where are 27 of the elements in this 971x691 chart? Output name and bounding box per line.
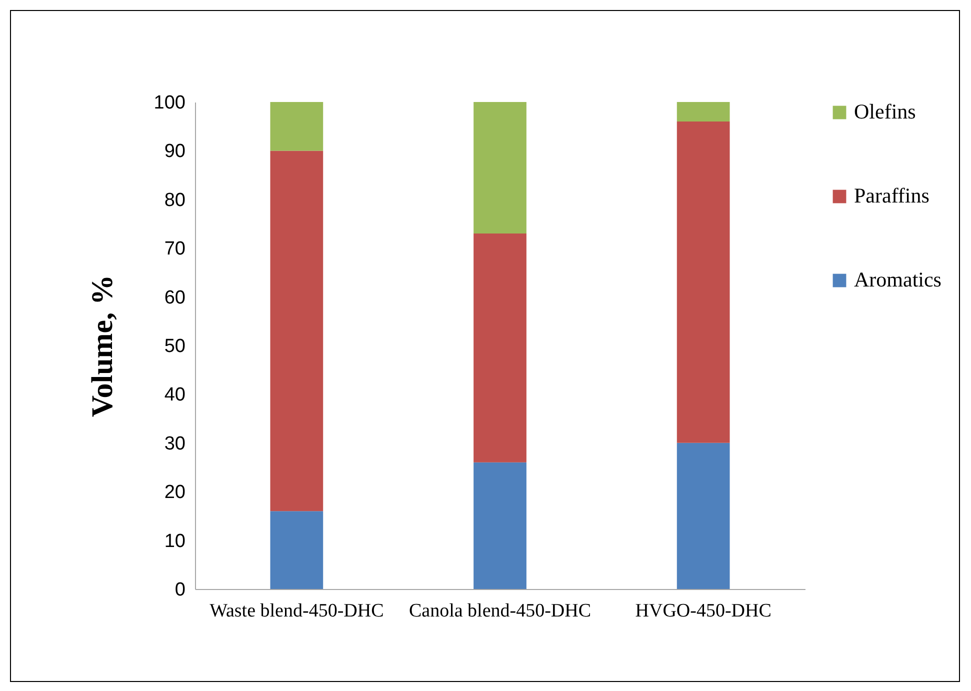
bar	[270, 150, 324, 512]
bar	[676, 102, 730, 122]
bar	[270, 511, 324, 589]
y-tick-label: 80	[164, 190, 186, 211]
legend-label: Paraffins	[854, 184, 930, 208]
y-tick-label: 0	[174, 580, 186, 600]
y-tick-label: 90	[164, 141, 186, 162]
bar	[676, 121, 730, 443]
x-tick-label: Canola blend-450-DHC	[408, 600, 592, 622]
y-tick-label: 50	[164, 336, 186, 357]
y-tick-label: 40	[164, 384, 186, 406]
bar	[270, 102, 324, 151]
y-tick-label: 20	[164, 482, 186, 504]
bar	[676, 442, 730, 589]
y-tick-label: 30	[164, 433, 186, 454]
x-tick-label: Waste blend-450-DHC	[210, 600, 384, 622]
bar	[474, 233, 526, 462]
bar	[474, 102, 526, 234]
y-axis-title: Volume, %	[86, 274, 119, 418]
y-tick-label: 60	[164, 287, 186, 308]
legend-label: Aromatics	[854, 268, 942, 292]
bar	[474, 462, 526, 589]
x-tick-label: HVGO-450-DHC	[635, 600, 772, 622]
y-tick-label: 100	[154, 92, 186, 114]
legend-label: Olefins	[854, 100, 916, 124]
y-tick-label: 10	[164, 530, 186, 552]
y-tick-label: 70	[164, 238, 186, 260]
